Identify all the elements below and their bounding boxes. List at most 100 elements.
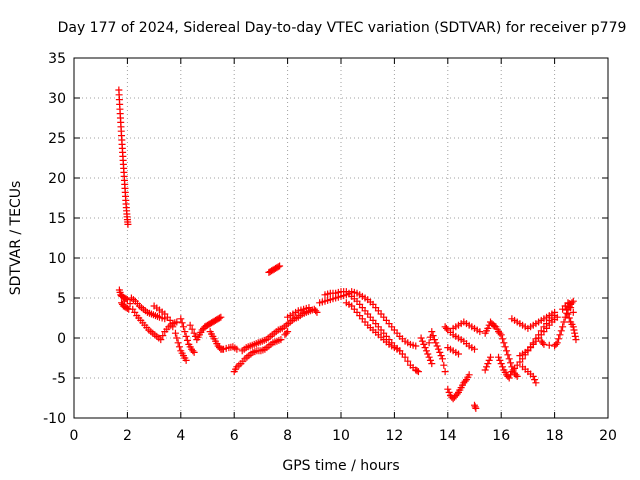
y-tick-label: 0 xyxy=(57,331,66,347)
data-point xyxy=(182,356,190,364)
data-point xyxy=(559,323,567,331)
x-tick-label: 2 xyxy=(123,428,132,444)
data-point xyxy=(461,377,469,385)
y-tick-label: 15 xyxy=(48,211,66,227)
data-point xyxy=(445,388,453,396)
data-point xyxy=(276,262,284,270)
data-point xyxy=(499,335,507,343)
data-point xyxy=(171,329,179,337)
data-point xyxy=(569,297,577,305)
y-axis-label: SDTVAR / TECUs xyxy=(8,181,24,296)
data-point xyxy=(471,403,479,411)
data-point xyxy=(496,356,504,364)
data-point xyxy=(487,353,495,361)
x-tick-label: 12 xyxy=(385,428,403,444)
data-point xyxy=(476,328,484,336)
data-point xyxy=(175,343,183,351)
data-point xyxy=(428,328,436,336)
data-point xyxy=(437,352,445,360)
x-tick-label: 4 xyxy=(176,428,185,444)
data-point xyxy=(123,296,131,304)
x-axis-label: GPS time / hours xyxy=(282,458,399,474)
data-point xyxy=(505,355,513,363)
data-point xyxy=(471,345,478,353)
data-point xyxy=(484,324,492,332)
data-point xyxy=(424,350,432,358)
data-point xyxy=(417,334,425,342)
data-point xyxy=(414,368,422,376)
data-point xyxy=(216,314,224,322)
data-point xyxy=(557,327,565,335)
plot-frame xyxy=(73,57,609,419)
data-point xyxy=(413,367,421,375)
data-point xyxy=(444,385,452,393)
data-point xyxy=(124,220,132,228)
data-point xyxy=(422,347,430,355)
data-point xyxy=(500,339,508,347)
data-point xyxy=(529,372,537,380)
data-point xyxy=(505,374,513,382)
data-point xyxy=(509,366,517,374)
data-point xyxy=(483,363,491,371)
x-tick-label: 20 xyxy=(599,428,617,444)
data-point xyxy=(421,344,429,352)
x-tick-label: 18 xyxy=(546,428,564,444)
data-point xyxy=(564,310,572,318)
y-tick-label: 10 xyxy=(48,251,66,267)
x-tick-labels: 0 2 4 6 8 10 12 14 16 18 20 xyxy=(70,428,617,444)
data-point xyxy=(539,339,547,347)
data-point xyxy=(432,339,440,347)
grid xyxy=(74,58,608,418)
data-point xyxy=(571,329,579,337)
data-point xyxy=(190,329,198,337)
data-point xyxy=(553,313,561,321)
data-point xyxy=(532,379,540,387)
chart-title: Day 177 of 2024, Sidereal Day-to-day VTE… xyxy=(58,20,627,36)
data-point xyxy=(420,340,428,348)
data-point xyxy=(434,345,442,353)
x-tick-label: 6 xyxy=(230,428,239,444)
data-point xyxy=(174,339,182,347)
data-point xyxy=(177,315,185,323)
y-tick-label: 25 xyxy=(48,131,66,147)
data-point xyxy=(166,316,174,324)
data-point xyxy=(404,357,412,365)
data-point xyxy=(553,339,561,347)
data-point xyxy=(425,339,433,347)
data-point xyxy=(545,341,553,349)
x-tick-label: 10 xyxy=(332,428,350,444)
data-point xyxy=(396,347,404,355)
data-point xyxy=(484,360,492,368)
data-point xyxy=(430,336,438,344)
y-tick-label: 5 xyxy=(57,291,66,307)
data-point xyxy=(169,323,177,331)
data-point xyxy=(282,329,290,337)
data-point xyxy=(428,360,436,368)
data-point xyxy=(481,366,489,374)
data-point xyxy=(436,348,444,356)
y-tick-label: -5 xyxy=(52,371,66,387)
data-point xyxy=(551,308,559,316)
data-point xyxy=(181,328,189,336)
data-point xyxy=(563,306,571,314)
data-point xyxy=(507,371,515,379)
data-point xyxy=(426,356,434,364)
data-point xyxy=(499,363,507,371)
data-point xyxy=(233,345,241,353)
data-point xyxy=(565,314,573,322)
y-tick-label: 20 xyxy=(48,171,66,187)
y-tick-label: -10 xyxy=(43,411,66,427)
data-point xyxy=(159,332,167,340)
data-point xyxy=(496,329,504,337)
data-point xyxy=(501,343,509,351)
data-point xyxy=(179,323,187,331)
data-point xyxy=(564,299,572,307)
data-point xyxy=(504,351,512,359)
data-point xyxy=(503,347,511,355)
data-point xyxy=(513,372,521,380)
data-point xyxy=(189,347,197,355)
data-point xyxy=(412,342,420,350)
data-point xyxy=(472,404,480,412)
data-point xyxy=(570,326,578,334)
data-point xyxy=(438,355,446,363)
